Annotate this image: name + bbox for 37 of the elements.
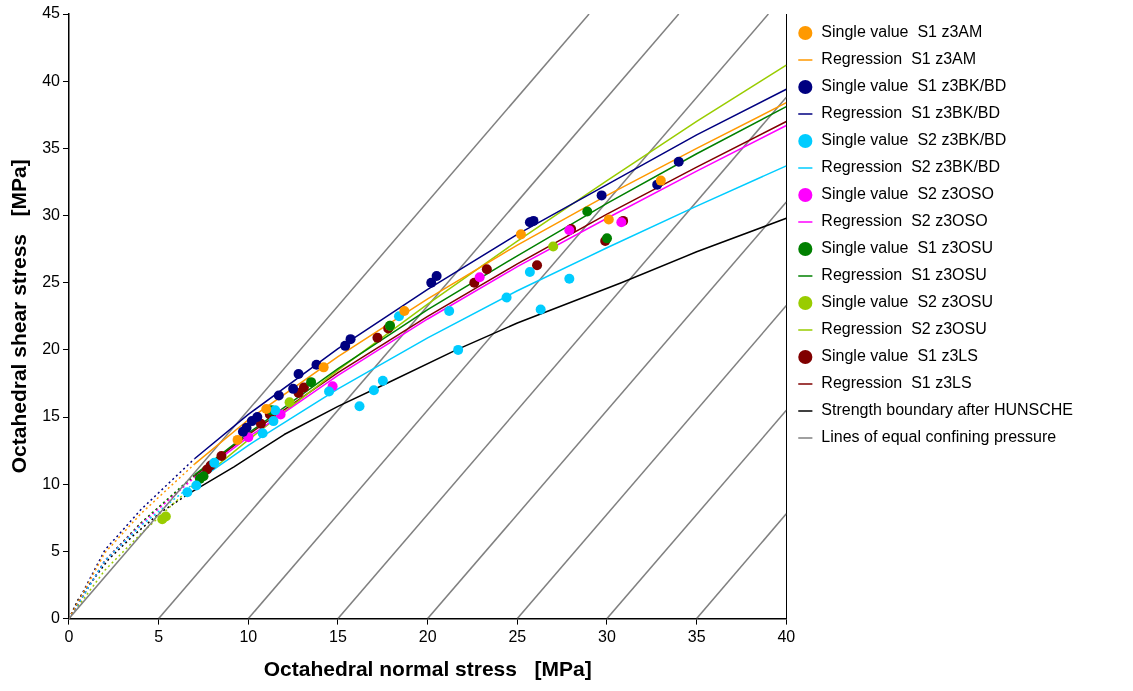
y-tick-label: 30: [42, 205, 61, 223]
y-tick-label: 0: [51, 609, 61, 627]
legend-label: Regression S1 z3LS: [821, 374, 972, 392]
legend-label: Single value S1 z3AM: [821, 23, 983, 41]
x-tick-label: 40: [777, 627, 796, 645]
y-axis-title: Octahedral shear stress [MPa]: [7, 159, 31, 474]
legend-label: Single value S2 z3OSU: [821, 293, 993, 311]
legend-label: Single value S1 z3OSU: [821, 239, 993, 257]
legend-label: Regression S2 z3OSU: [821, 320, 987, 338]
legend-label: Regression S1 z3BK/BD: [821, 104, 1001, 122]
x-tick-label: 25: [508, 627, 527, 645]
legend-label: Single value S1 z3BK/BD: [821, 77, 1007, 95]
x-tick-label: 10: [239, 627, 258, 645]
x-tick-label: 15: [329, 627, 347, 645]
legend-label: Regression S1 z3OSU: [821, 266, 987, 284]
y-tick-label: 45: [42, 4, 61, 22]
legend-label: Regression S2 z3BK/BD: [821, 158, 1001, 176]
y-tick-label: 40: [42, 71, 61, 89]
x-tick-label: 30: [598, 627, 616, 645]
y-tick-label: 15: [42, 407, 61, 425]
x-tick-label: 0: [64, 627, 74, 645]
y-tick-label: 5: [51, 541, 61, 559]
legend-label: Strength boundary after HUNSCHE: [821, 401, 1073, 419]
y-tick-label: 20: [42, 340, 61, 358]
y-tick-label: 35: [42, 138, 61, 156]
x-tick-label: 35: [687, 627, 706, 645]
legend-label: Regression S1 z3AM: [821, 50, 977, 68]
legend-label: Single value S1 z3LS: [821, 347, 978, 365]
y-tick-label: 10: [42, 474, 61, 492]
x-axis-title: Octahedral normal stress [MPa]: [263, 657, 592, 681]
legend-label: Regression S2 z3OSO: [821, 212, 988, 230]
legend-label: Lines of equal confining pressure: [821, 428, 1057, 446]
legend-label: Single value S2 z3BK/BD: [821, 131, 1007, 149]
y-tick-label: 25: [42, 273, 61, 291]
x-tick-label: 5: [154, 627, 164, 645]
x-tick-label: 20: [418, 627, 437, 645]
legend-label: Single value S2 z3OSO: [821, 185, 994, 203]
